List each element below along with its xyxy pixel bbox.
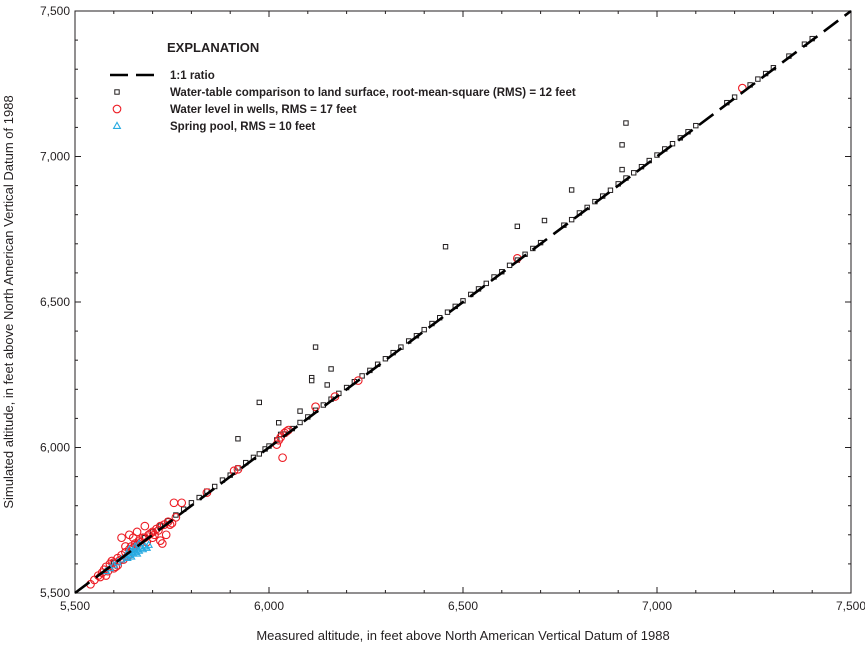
data-point	[297, 408, 303, 414]
data-point	[297, 419, 303, 426]
data-point	[353, 376, 363, 385]
data-point	[132, 527, 142, 537]
data-point	[128, 533, 138, 543]
reference-line-layer	[74, 9, 852, 595]
data-point	[161, 530, 171, 540]
data-point	[442, 244, 449, 250]
y-tick-label: 6,500	[40, 295, 70, 309]
data-point	[177, 498, 187, 508]
data-point	[171, 512, 181, 522]
data-point	[421, 326, 427, 333]
y-tick-label: 5,500	[40, 586, 70, 600]
data-point	[256, 451, 263, 457]
data-point	[311, 402, 320, 412]
legend-label: 1:1 ratio	[170, 70, 215, 82]
data-point	[328, 366, 334, 372]
legend-entry: 1:1 ratio	[110, 70, 215, 82]
data-point	[619, 166, 625, 173]
data-point	[483, 280, 489, 287]
legend-triangle-swatch	[112, 121, 122, 129]
data-point	[278, 453, 287, 463]
data-point	[117, 533, 126, 543]
data-point	[324, 382, 330, 388]
legend-entries: 1:1 ratio Water-table comparison to land …	[110, 70, 576, 133]
legend-entry: Water-table comparison to land surface, …	[114, 87, 576, 99]
data-point	[169, 498, 179, 508]
y-tick-label: 7,500	[40, 4, 70, 18]
axis-ticks: 5,500 6,000 6,500 7,000 7,500 5,500 6,000 6,500…	[40, 4, 865, 613]
legend: EXPLANATION 1:1 ratio Water-table compari…	[110, 40, 576, 133]
legend-label: Spring pool, RMS = 10 feet	[170, 121, 316, 133]
data-point	[514, 223, 521, 230]
x-tick-label: 5,500	[60, 599, 90, 613]
x-tick-label: 7,000	[642, 599, 672, 613]
data-point	[156, 536, 165, 545]
x-tick-label: 7,500	[836, 599, 865, 613]
legend-entry: Spring pool, RMS = 10 feet	[112, 121, 316, 133]
data-point	[506, 262, 513, 269]
data-point	[623, 120, 629, 126]
data-point	[669, 140, 676, 147]
data-point	[132, 548, 142, 557]
legend-entry: Water level in wells, RMS = 17 feet	[112, 104, 357, 116]
data-point	[144, 540, 154, 548]
data-point	[211, 483, 218, 490]
y-tick-label: 7,000	[40, 150, 70, 164]
reference-line-1-to-1	[74, 9, 852, 595]
data-point	[308, 377, 315, 384]
data-point	[140, 521, 150, 531]
x-tick-label: 6,000	[254, 599, 284, 613]
data-point	[312, 344, 319, 350]
data-point	[693, 122, 699, 129]
data-point	[755, 76, 761, 82]
legend-label: Water level in wells, RMS = 17 feet	[170, 104, 357, 116]
data-point	[233, 464, 243, 474]
data-point	[276, 420, 282, 426]
data-point	[173, 512, 179, 518]
y-tick-label: 6,000	[40, 441, 70, 455]
legend-title: EXPLANATION	[167, 40, 259, 55]
data-point	[101, 571, 111, 580]
data-point	[154, 526, 163, 535]
data-point	[568, 187, 575, 193]
legend-label: Water-table comparison to land surface, …	[170, 87, 576, 99]
data-point	[359, 373, 365, 379]
data-point	[256, 399, 263, 406]
data-point	[444, 309, 451, 315]
data-point	[126, 551, 136, 560]
legend-circle-swatch	[112, 104, 122, 114]
y-axis-title: Simulated altitude, in feet above North …	[1, 95, 16, 508]
data-point	[568, 216, 575, 223]
data-point	[541, 217, 548, 224]
data-point	[607, 187, 614, 193]
data-point	[631, 170, 637, 176]
data-point	[619, 142, 625, 148]
legend-square-swatch	[114, 89, 120, 95]
x-axis-title: Measured altitude, in feet above North A…	[256, 628, 669, 643]
data-point	[235, 436, 241, 442]
x-tick-label: 6,500	[448, 599, 478, 613]
